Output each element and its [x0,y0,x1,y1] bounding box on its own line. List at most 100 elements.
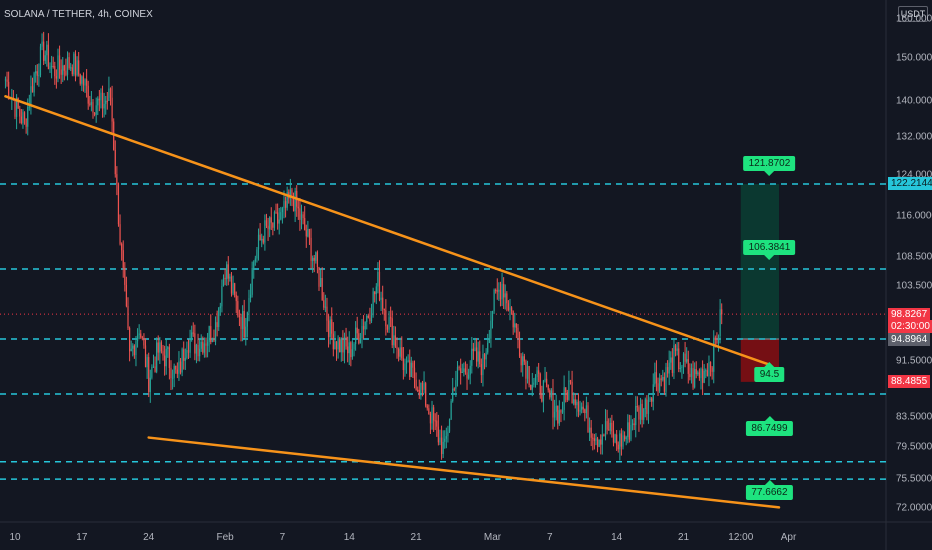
candle-body [71,67,73,75]
candle-body [649,398,651,400]
candle-body [504,293,506,298]
price-annotation-label[interactable]: 121.8702 [743,155,796,176]
candle-body [426,405,428,409]
candle-body [571,381,573,404]
price-annotation-label[interactable]: 94.5 [754,361,785,382]
candle-body [281,208,283,213]
candle-body [331,319,333,334]
candle-body [218,308,220,328]
candle-body [119,224,121,244]
candle-body [663,376,665,392]
candle-body [171,377,174,379]
candle-body [596,438,599,447]
candle-body [132,345,134,349]
x-tick-label: 14 [611,532,623,543]
candle-body [356,327,358,334]
candle-body [114,149,116,175]
candle-body [97,98,99,106]
candle-body [170,367,172,379]
candle-body [89,103,91,105]
price-annotation-label[interactable]: 77.6662 [746,480,793,501]
candle-body [445,436,447,439]
candle-body [393,335,395,346]
candle-body [68,57,70,68]
x-tick-label: 14 [343,532,355,543]
candle-body [461,371,463,374]
position-profit-zone [740,183,779,340]
candle-body [399,347,401,357]
candle-body [396,346,398,350]
candle-body [265,220,268,226]
candle-body [146,357,148,368]
candle-body [509,307,511,311]
candle-body [73,53,75,75]
x-tick-label: 21 [410,532,422,543]
candle-body [485,352,487,360]
candle-body [300,214,303,220]
currency-unit-button[interactable]: USDT [898,6,928,22]
candle-body [25,118,27,127]
candle-body [226,264,228,280]
candle-body [58,55,61,70]
candle-body [342,339,344,353]
candle-body [144,345,147,368]
x-tick-label: 7 [279,532,286,543]
candle-body [35,71,37,74]
candle-body [235,294,237,302]
candle-body [136,334,139,342]
candle-body [51,65,53,67]
candle-body [601,434,603,445]
candle-body [702,369,704,383]
candle-body [206,341,209,346]
candle-body [491,311,494,321]
candle-body [377,271,379,287]
candle-body [124,267,126,285]
price-annotation-label[interactable]: 106.3841 [743,240,796,261]
candle-body [187,349,190,353]
candle-body [127,306,129,329]
candle-body [310,237,312,261]
candle-body [208,326,210,342]
candle-body [631,423,634,425]
candle-body [95,105,97,115]
candle-body [633,423,635,426]
candle-body [31,86,34,93]
candle-body [679,367,681,369]
candle-body [168,347,170,368]
candle-body [382,297,384,309]
candle-body [113,121,115,150]
candle-body [286,192,288,208]
candle-body [644,399,646,409]
candle-body [229,276,231,279]
candle-body [436,420,438,427]
price-annotation-label[interactable]: 86.7499 [746,416,793,437]
candle-body [609,422,611,431]
candle-body [690,368,693,378]
candle-body [366,315,368,323]
candle-body [380,297,382,300]
candle-body [92,102,94,113]
candle-body [28,106,30,108]
candle-body [525,361,527,379]
candle-body [297,206,299,209]
candle-body [612,431,615,443]
candle-body [539,373,541,395]
candle-body [493,289,495,312]
candle-body [721,309,723,315]
candle-body [616,434,618,445]
candle-body [568,380,570,400]
candle-body [482,354,484,376]
candle-body [466,372,468,379]
candle-body [660,378,662,380]
candle-body [332,333,334,350]
candle-body [141,337,143,339]
candle-body [272,222,274,228]
candle-body [394,335,397,347]
candle-body [130,348,132,352]
candle-body [630,424,632,440]
candle-body [385,310,387,327]
candle-body [157,342,159,353]
candle-body [536,370,538,378]
candle-body [697,372,699,375]
